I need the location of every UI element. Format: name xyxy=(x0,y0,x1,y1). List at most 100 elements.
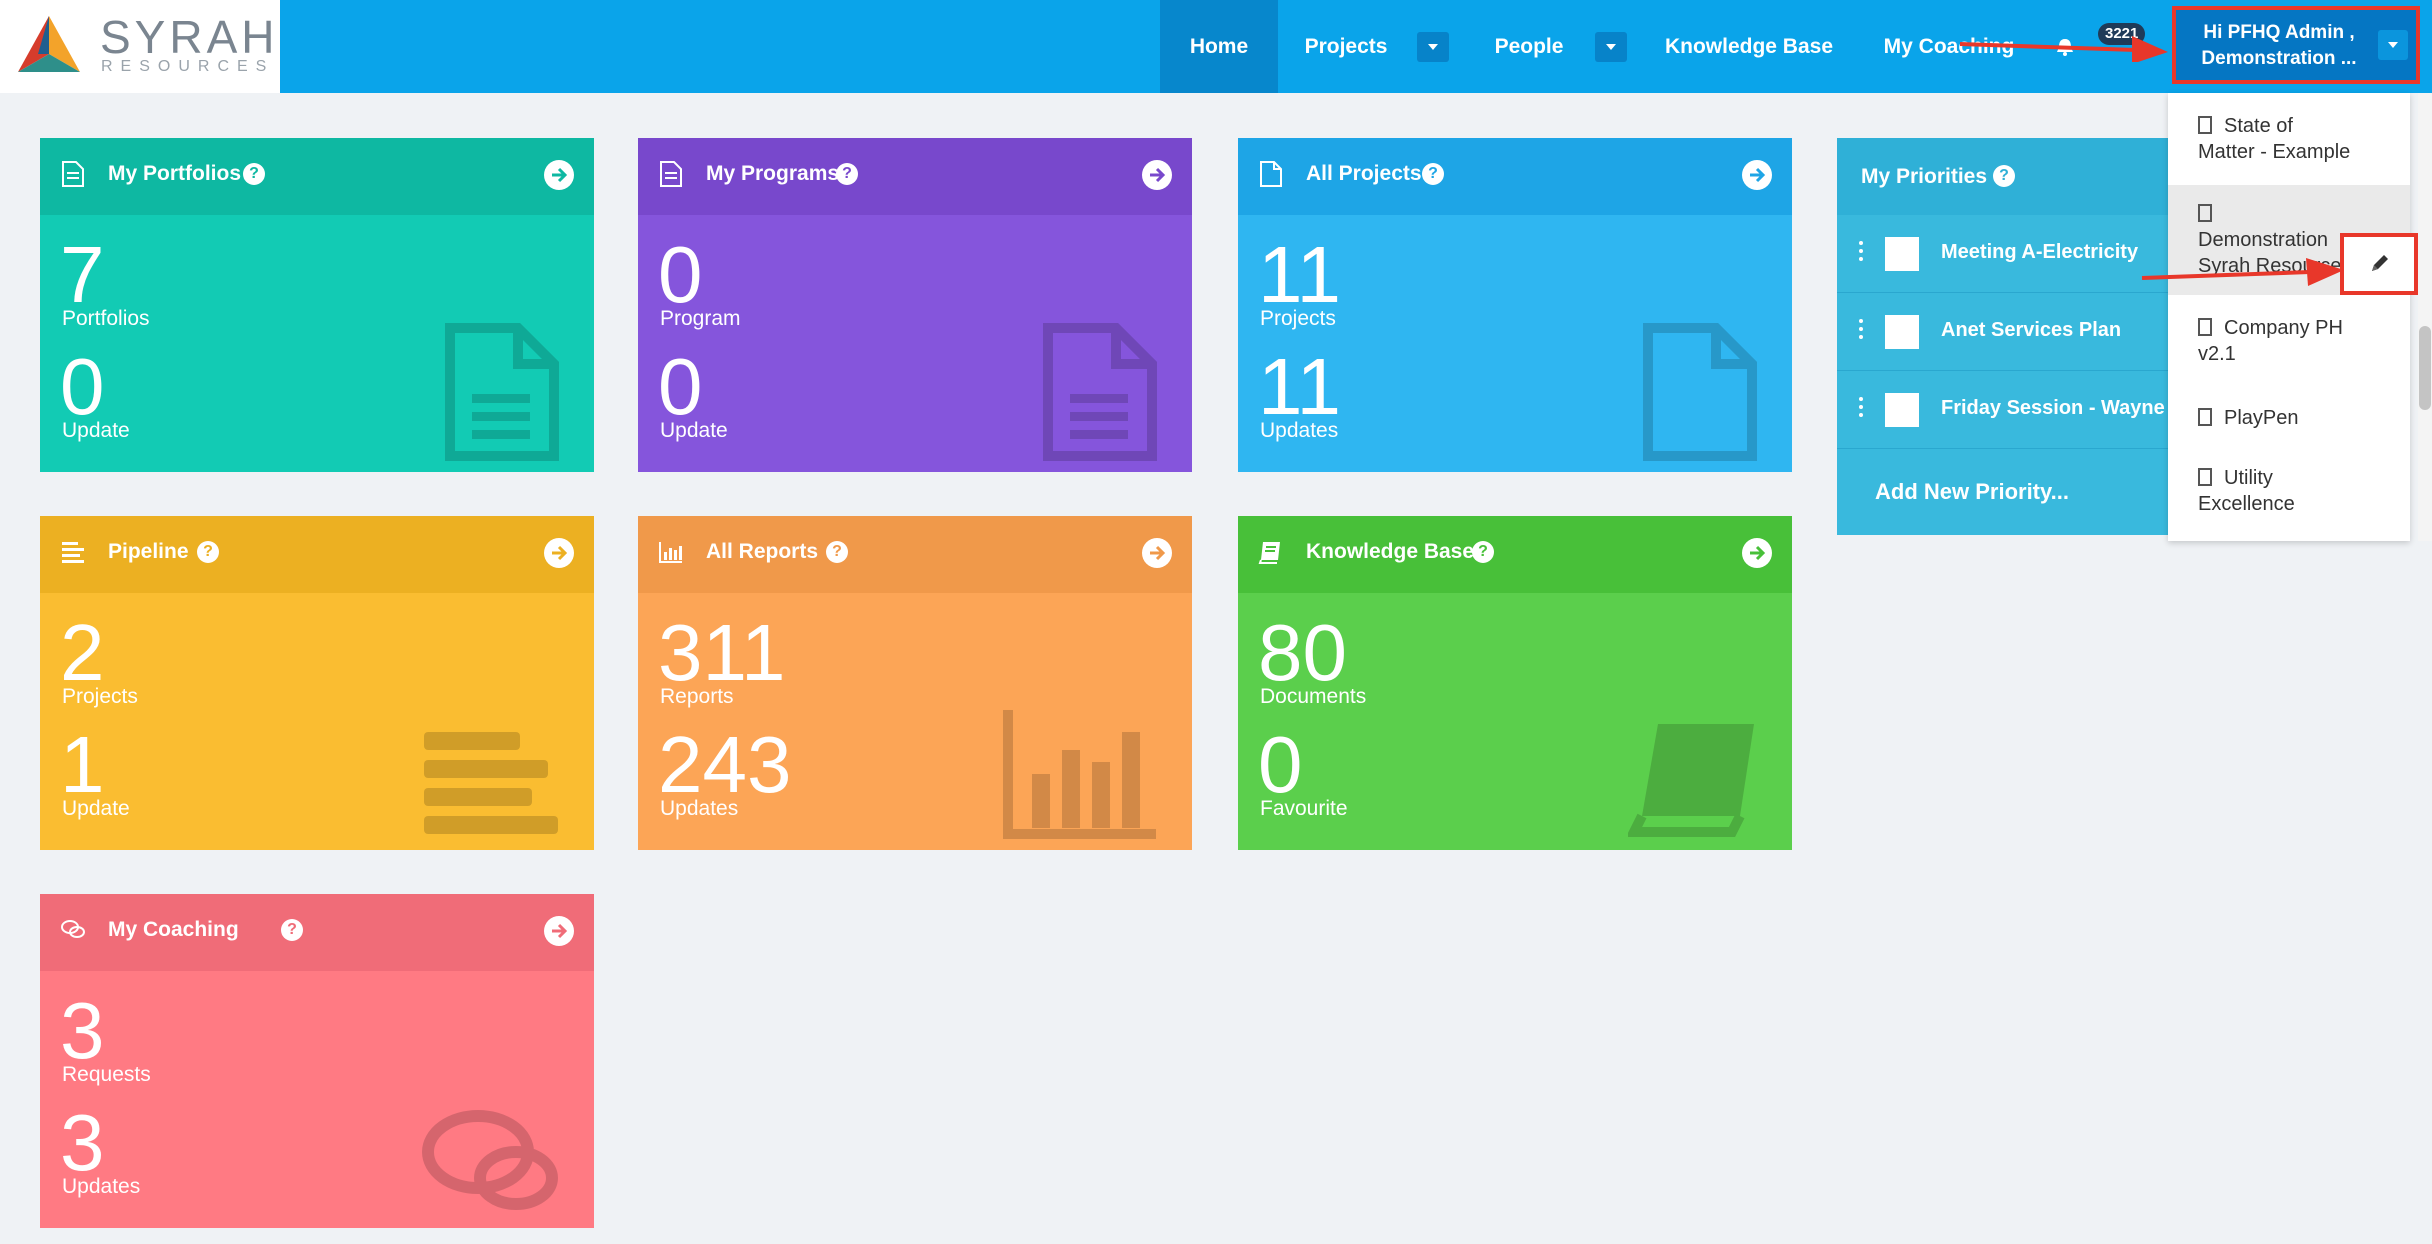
drag-handle-icon[interactable] xyxy=(1859,319,1863,343)
report-label: Reports xyxy=(660,685,734,708)
nav-knowledge-base[interactable]: Knowledge Base xyxy=(1664,35,1834,58)
arrow-right-circle-icon[interactable] xyxy=(1742,538,1772,568)
align-left-icon xyxy=(62,542,84,563)
favourite-label: Favourite xyxy=(1260,797,1348,820)
card-body: 0 Program 0 Update xyxy=(638,215,1192,472)
priority-label: Anet Services Plan xyxy=(1941,319,2122,341)
card-body: 3 Requests 3 Updates xyxy=(40,971,594,1228)
organization-option[interactable]: PlayPen xyxy=(2168,405,2410,455)
priority-label: Meeting A-Electricity xyxy=(1941,241,2139,263)
pencil-icon xyxy=(2372,255,2388,271)
help-icon[interactable]: ? xyxy=(1422,163,1444,185)
report-count: 311 xyxy=(658,608,786,697)
organization-option[interactable]: State of Matter - Example xyxy=(2168,113,2410,203)
arrow-right-circle-icon[interactable] xyxy=(1142,538,1172,568)
update-count: 1 xyxy=(60,720,105,809)
dropdown-scrollbar-thumb[interactable] xyxy=(2419,326,2431,410)
arrow-right-circle-icon[interactable] xyxy=(544,538,574,568)
organization-name: Demonstration xyxy=(2198,229,2329,251)
help-icon[interactable]: ? xyxy=(826,541,848,563)
organization-dropdown: State of Matter - Example Demonstration … xyxy=(2168,93,2410,541)
help-icon[interactable]: ? xyxy=(197,541,219,563)
update-count: 0 xyxy=(60,342,105,431)
project-label: Projects xyxy=(62,685,138,708)
card-header: All Projects ? xyxy=(1238,138,1792,215)
organization-name: Company PH xyxy=(2224,317,2343,339)
card-header: My Programs ? xyxy=(638,138,1192,215)
arrow-right-circle-icon[interactable] xyxy=(1142,160,1172,190)
arrow-right-circle-icon[interactable] xyxy=(544,916,574,946)
drag-handle-icon[interactable] xyxy=(1859,241,1863,265)
help-icon[interactable]: ? xyxy=(1472,541,1494,563)
chat-bubbles-icon xyxy=(61,920,85,938)
projects-dropdown-caret[interactable] xyxy=(1417,32,1449,62)
edit-organization-button[interactable] xyxy=(2340,233,2418,295)
current-organization: Demonstration ... xyxy=(2201,48,2357,69)
help-icon[interactable]: ? xyxy=(243,163,265,185)
card-header: Pipeline ? xyxy=(40,516,594,593)
card-all-projects[interactable]: All Projects ? 11 Projects 11 Updates xyxy=(1238,138,1792,472)
priority-item[interactable]: Anet Services Plan xyxy=(1837,293,2177,371)
update-count: 0 xyxy=(658,342,703,431)
card-my-coaching[interactable]: My Coaching ? 3 Requests 3 Updates xyxy=(40,894,594,1228)
card-title: Knowledge Base xyxy=(1306,540,1475,563)
organization-option[interactable]: Company PH v2.1 xyxy=(2168,315,2410,393)
document-icon xyxy=(660,161,682,187)
card-all-reports[interactable]: All Reports ? 311 Reports 243 Updates xyxy=(638,516,1192,850)
card-pipeline[interactable]: Pipeline ? 2 Projects 1 Update xyxy=(40,516,594,850)
priority-checkbox[interactable] xyxy=(1885,237,1919,271)
building-icon xyxy=(2198,318,2212,336)
building-icon xyxy=(2198,468,2212,486)
priority-checkbox[interactable] xyxy=(1885,315,1919,349)
update-label: Updates xyxy=(660,797,739,820)
update-label: Update xyxy=(62,419,130,442)
update-label: Updates xyxy=(62,1175,141,1198)
help-icon[interactable]: ? xyxy=(1993,165,2015,187)
building-icon xyxy=(2198,408,2212,426)
organization-name: Utility xyxy=(2224,467,2273,489)
help-icon[interactable]: ? xyxy=(836,163,858,185)
card-header: My Portfolios ? xyxy=(40,138,594,215)
organization-option[interactable]: Utility Excellence xyxy=(2168,465,2410,535)
document-label: Documents xyxy=(1260,685,1367,708)
project-count: 2 xyxy=(60,608,105,697)
priority-item[interactable]: Friday Session - Wayne xyxy=(1837,371,2177,449)
nav-projects[interactable]: Projects xyxy=(1304,35,1388,58)
my-priorities-panel: My Priorities ? Meeting A-Electricity An… xyxy=(1837,138,2177,535)
card-title: My Coaching xyxy=(108,918,239,941)
brand-logo[interactable]: SYRAH RESOURCES xyxy=(0,0,280,93)
card-title: My Portfolios xyxy=(108,162,242,185)
help-icon[interactable]: ? xyxy=(281,919,303,941)
nav-home[interactable]: Home xyxy=(1160,0,1278,93)
user-menu-caret[interactable] xyxy=(2378,30,2408,60)
nav-my-coaching[interactable]: My Coaching xyxy=(1883,35,2015,58)
brand-tagline: RESOURCES xyxy=(101,58,275,75)
document-watermark-icon xyxy=(1043,323,1157,461)
card-my-portfolios[interactable]: My Portfolios ? 7 Portfolios 0 Update xyxy=(40,138,594,472)
card-knowledge-base[interactable]: Knowledge Base ? 80 Documents 0 Favourit… xyxy=(1238,516,1792,850)
add-priority-button[interactable]: Add New Priority... xyxy=(1875,479,2069,504)
arrow-right-circle-icon[interactable] xyxy=(544,160,574,190)
dropdown-scrollbar[interactable] xyxy=(2418,93,2432,541)
book-icon xyxy=(1258,542,1280,564)
card-body: 311 Reports 243 Updates xyxy=(638,593,1192,850)
document-watermark-icon xyxy=(445,323,559,461)
drag-handle-icon[interactable] xyxy=(1859,397,1863,421)
align-left-watermark-icon xyxy=(424,732,558,834)
nav-people[interactable]: People xyxy=(1494,35,1564,58)
card-header: All Reports ? xyxy=(638,516,1192,593)
card-title: My Programs xyxy=(706,162,840,185)
priority-checkbox[interactable] xyxy=(1885,393,1919,427)
card-header: My Coaching ? xyxy=(40,894,594,971)
priority-item[interactable]: Meeting A-Electricity xyxy=(1837,215,2177,293)
card-my-programs[interactable]: My Programs ? 0 Program 0 Update xyxy=(638,138,1192,472)
organization-name-cont: v2.1 xyxy=(2198,343,2236,365)
people-dropdown-caret[interactable] xyxy=(1595,32,1627,62)
update-label: Update xyxy=(660,419,728,442)
user-menu-toggle[interactable]: Hi PFHQ Admin , Demonstration ... xyxy=(2172,6,2420,84)
request-label: Requests xyxy=(62,1063,151,1086)
card-header: Knowledge Base ? xyxy=(1238,516,1792,593)
update-count: 243 xyxy=(658,720,792,809)
organization-name: State of xyxy=(2224,115,2293,137)
arrow-right-circle-icon[interactable] xyxy=(1742,160,1772,190)
